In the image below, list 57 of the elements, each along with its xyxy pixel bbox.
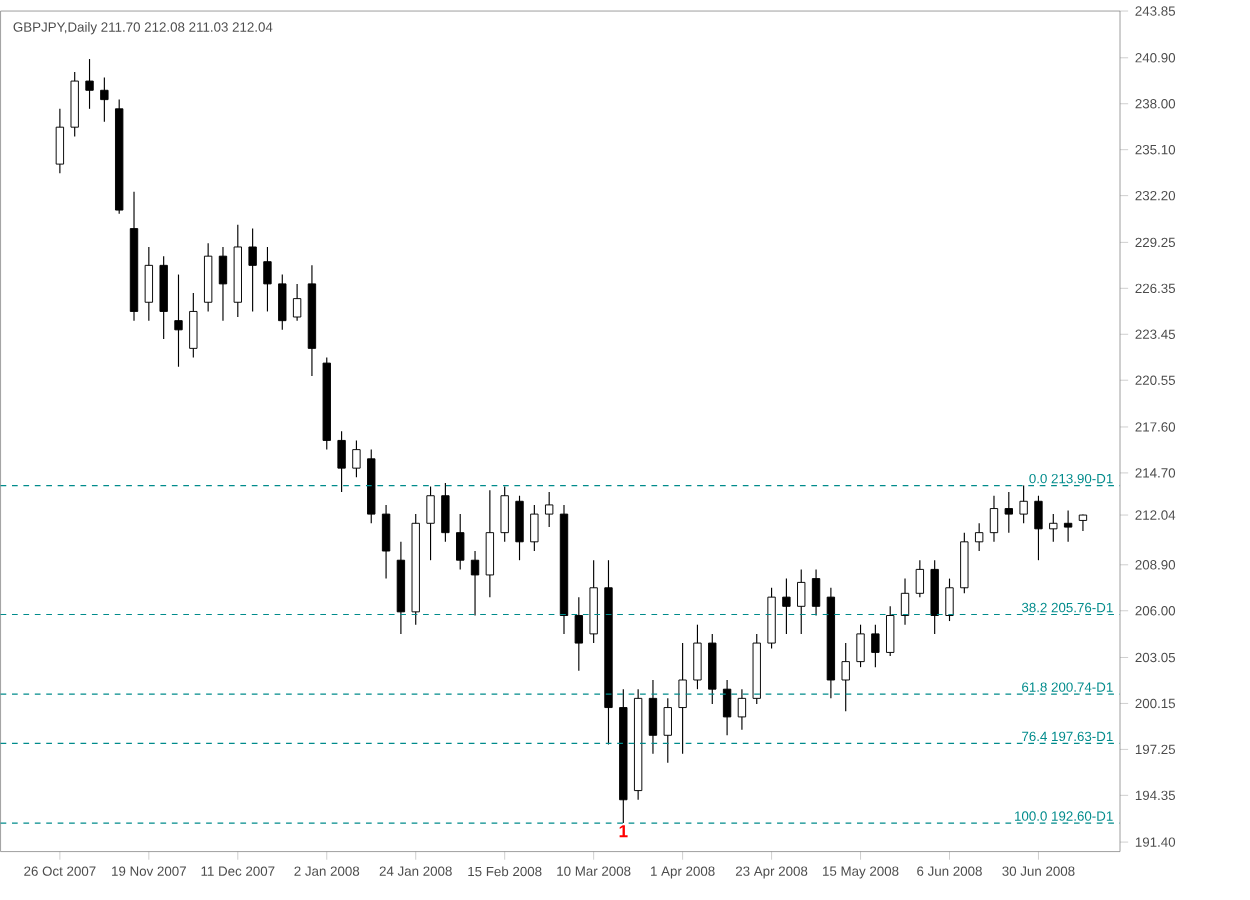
candlestick: [1078, 514, 1088, 532]
candlestick: [144, 246, 154, 322]
candlestick: [515, 495, 524, 562]
candlestick: [663, 698, 672, 764]
candlestick: [203, 243, 213, 313]
candlestick: [782, 578, 791, 635]
candlestick: [974, 523, 984, 552]
candlestick: [189, 292, 198, 359]
candlestick: [648, 679, 658, 755]
candlestick: [960, 532, 969, 595]
candlestick: [1019, 485, 1028, 525]
candlestick: [70, 71, 79, 138]
candlestick: [841, 642, 850, 713]
candlestick: [159, 255, 168, 340]
candlestick: [930, 559, 939, 635]
candlestick: [500, 486, 509, 543]
candlestick: [574, 596, 584, 672]
candlestick: [544, 491, 554, 528]
candlestick: [426, 486, 435, 562]
candlestick: [381, 504, 391, 580]
candlestick: [278, 274, 287, 331]
candlestick: [456, 513, 465, 571]
candlestick: [945, 578, 954, 622]
candlestick: [100, 77, 109, 123]
candlestick: [797, 569, 806, 635]
candlestick: [900, 578, 910, 626]
candlestick: [174, 274, 183, 368]
candlestick: [989, 495, 999, 543]
candlestick: [85, 58, 94, 110]
candlestick: [218, 246, 228, 322]
candlestick: [1063, 510, 1073, 543]
candlestick: [55, 108, 65, 175]
candlestick: [886, 606, 895, 657]
candlestick: [337, 430, 346, 493]
candlestick: [708, 633, 717, 705]
candlestick: [915, 559, 925, 599]
candlestick: [530, 504, 539, 552]
candlestick: [589, 559, 598, 644]
candlestick: [856, 624, 865, 669]
candlestick: [811, 569, 821, 617]
candlestick: [470, 550, 480, 617]
candlestick: [767, 587, 776, 650]
candlestick: [441, 482, 450, 543]
candlestick: [871, 624, 880, 669]
annotation: 1: [619, 825, 628, 838]
candlestick: [352, 440, 361, 479]
candlestick: [737, 688, 747, 731]
candlestick: [1034, 495, 1043, 562]
candlestick: [693, 624, 702, 691]
candlestick: [722, 679, 732, 737]
candlestick: [248, 228, 257, 313]
candlestick: [678, 642, 687, 755]
candlestick: [1004, 491, 1013, 534]
candlestick: [485, 489, 495, 599]
candlestick: [1049, 513, 1058, 543]
candlestick: [292, 283, 302, 322]
candlestick: [263, 246, 272, 313]
